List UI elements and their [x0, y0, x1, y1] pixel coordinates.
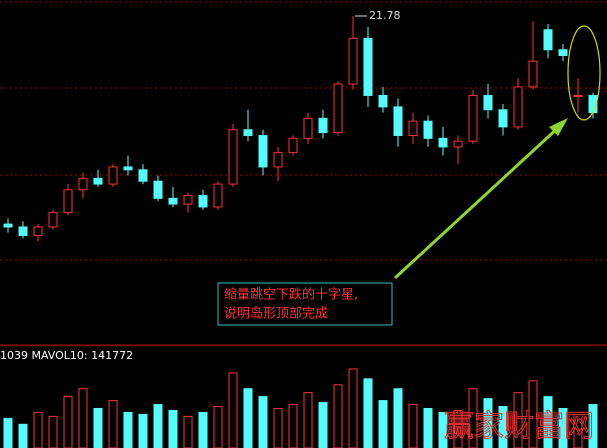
candle-body: [378, 94, 388, 108]
volume-bar: [228, 372, 238, 448]
candle-body: [363, 37, 373, 96]
volume-bar: [183, 415, 193, 448]
volume-bar: [3, 417, 13, 448]
volume-bar: [123, 411, 133, 448]
volume-bar: [168, 409, 178, 448]
volume-bar: [33, 411, 43, 448]
candle-body: [168, 197, 178, 205]
candle-body: [63, 189, 73, 214]
candle-body: [303, 117, 313, 139]
volume-bar: [108, 400, 118, 448]
arrow-head: [549, 118, 568, 136]
volume-bar: [258, 396, 268, 448]
candle-body: [333, 83, 343, 134]
volume-bar: [333, 384, 343, 448]
volume-bar: [468, 388, 478, 448]
volume-bar: [288, 404, 298, 448]
candle-body: [153, 180, 163, 199]
max-price-label: 21.78: [369, 9, 401, 22]
volume-bar: [198, 411, 208, 448]
candle-body: [78, 177, 88, 191]
candle-body: [453, 140, 463, 148]
volume-bar: [408, 404, 418, 448]
volume-bar: [558, 407, 568, 448]
volume-bar: [78, 388, 88, 448]
candle-body: [543, 29, 553, 51]
candle-body: [273, 152, 283, 168]
candle-body: [48, 212, 58, 228]
annotation-line: 说明岛形顶部完成: [224, 306, 328, 322]
candle-body: [408, 120, 418, 136]
volume-bar: [213, 406, 223, 448]
candle-body: [93, 177, 103, 185]
candle-body: [123, 166, 133, 171]
candle-body: [243, 129, 253, 136]
volume-bar: [318, 402, 328, 448]
candle-body: [528, 60, 538, 88]
candle-body: [108, 166, 118, 185]
candle-body: [198, 195, 208, 208]
annotation-line: 缩量跳空下跌的十字星,: [224, 287, 358, 303]
candle-body: [18, 226, 28, 237]
volume-bar: [303, 392, 313, 448]
highlight-ellipse: [567, 25, 601, 121]
volume-bar: [423, 407, 433, 448]
volume-bar: [378, 400, 388, 448]
volume-label: 1039 MAVOL10: 141772: [0, 349, 133, 362]
volume-bar: [483, 398, 493, 448]
volume-bar: [543, 396, 553, 448]
volume-bar: [393, 388, 403, 448]
candle-body: [513, 86, 523, 128]
candle-body: [318, 117, 328, 134]
candle-body: [183, 195, 193, 205]
arrow-line: [393, 124, 562, 280]
volume-bar: [138, 413, 148, 448]
candle-body: [468, 94, 478, 142]
volume-bar: [63, 396, 73, 448]
candle-body: [573, 94, 583, 97]
candles: [3, 16, 598, 242]
volume-bar: [93, 407, 103, 448]
volume-bar: [243, 388, 253, 448]
candle-body: [258, 134, 268, 168]
volume-bars: [3, 368, 598, 448]
candle-body: [438, 137, 448, 148]
annotation-box: [217, 282, 393, 326]
watermark: 赢家财富网: [444, 409, 594, 444]
candle-body: [288, 137, 298, 154]
candle-body: [558, 49, 568, 56]
volume-bar: [153, 404, 163, 448]
volume-bar: [498, 406, 508, 448]
volume-bar: [273, 407, 283, 448]
candle-body: [228, 129, 238, 185]
volume-bar: [453, 409, 463, 448]
candle-body: [138, 169, 148, 182]
volume-bar: [348, 368, 358, 448]
candle-body: [393, 106, 403, 136]
volume-bar: [363, 378, 373, 448]
candle-body: [213, 183, 223, 208]
candle-body: [483, 94, 493, 111]
volume-bar: [18, 423, 28, 448]
candle-body: [3, 223, 13, 228]
volume-bar: [48, 415, 58, 448]
candle-body: [33, 226, 43, 237]
candle-body: [348, 37, 358, 85]
candle-body: [498, 109, 508, 128]
candle-body: [423, 120, 433, 139]
